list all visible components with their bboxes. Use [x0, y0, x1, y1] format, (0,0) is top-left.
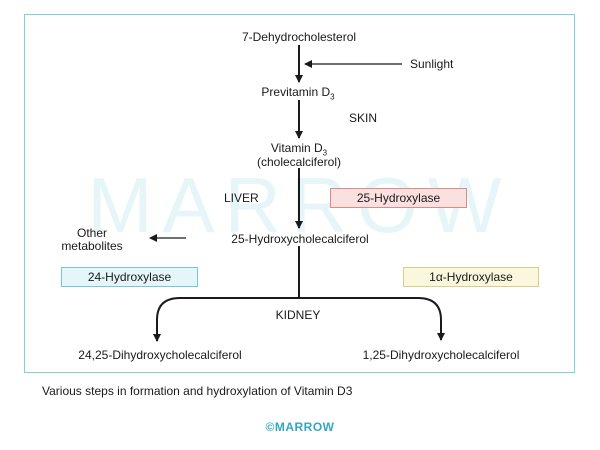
node-previtamin-d3: Previtamin D3 [261, 85, 335, 102]
enzyme-25-hydroxylase: 25-Hydroxylase [330, 188, 467, 208]
node-25-hydroxycholecalciferol: 25-Hydroxycholecalciferol [231, 232, 369, 246]
brand-footer: ©MARROW [265, 420, 335, 434]
kidney-branch [156, 297, 445, 341]
label-skin: SKIN [349, 111, 378, 125]
diagram-frame [24, 14, 575, 373]
label-liver: LIVER [224, 191, 259, 205]
figure-caption: Various steps in formation and hydroxyla… [42, 384, 353, 398]
node-cholecalciferol: (cholecalciferol) [256, 155, 342, 169]
node-other-metabolites-line2: metabolites [61, 239, 123, 253]
node-other-metabolites-line1: Other [76, 226, 108, 240]
node-7-dehydrocholesterol: 7-Dehydrocholesterol [241, 30, 357, 44]
node-1-25-dihydroxycholecalciferol: 1,25-Dihydroxycholecalciferol [362, 348, 520, 362]
node-vitamin-d3: Vitamin D3 [270, 141, 328, 158]
enzyme-1a-hydroxylase: 1α-Hydroxylase [403, 267, 539, 287]
enzyme-24-hydroxylase: 24-Hydroxylase [61, 267, 198, 287]
node-24-25-dihydroxycholecalciferol: 24,25-Dihydroxycholecalciferol [78, 348, 242, 362]
label-kidney: KIDNEY [275, 308, 321, 322]
node-sunlight: Sunlight [410, 57, 454, 71]
